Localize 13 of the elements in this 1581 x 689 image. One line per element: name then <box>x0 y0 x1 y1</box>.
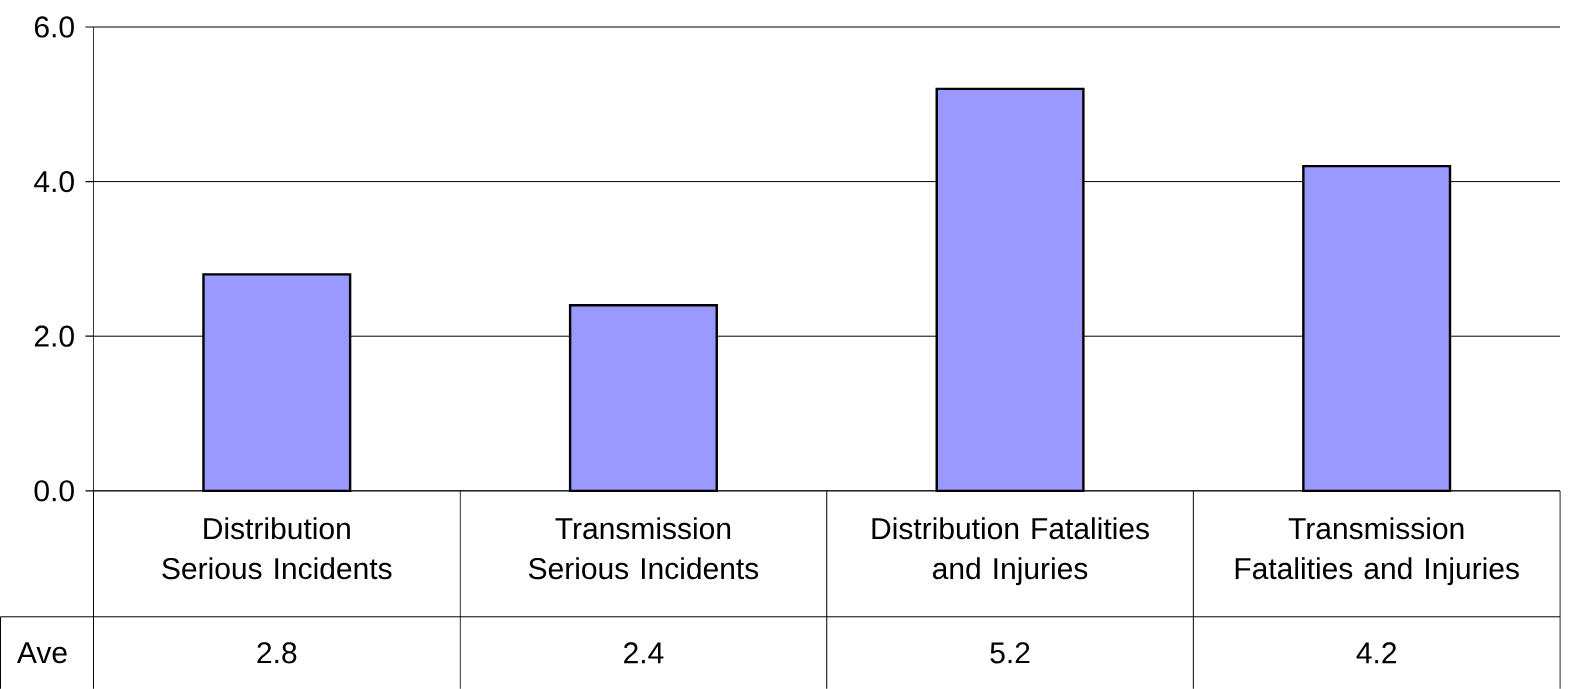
y-tick-label: 4.0 <box>34 170 74 193</box>
x-tick-label: Distribution Fatalities and Injuries <box>872 517 1149 586</box>
text: Ave <box>16 642 67 664</box>
y-tick-label: 6.0 <box>34 16 74 38</box>
y-tick-label: 2.0 <box>34 325 74 347</box>
x-tick-label: Distribution Serious Incidents <box>162 517 392 580</box>
data-label: 2.8 <box>257 642 297 664</box>
data-label: 2.4 <box>624 642 664 664</box>
x-tick-label: Transmission Serious Incidents <box>528 517 759 580</box>
data-label: 4.2 <box>1356 642 1397 664</box>
y-tick-label: 0.0 <box>34 480 74 502</box>
data-label: 5.2 <box>990 642 1030 664</box>
x-tick-label: Transmission Fatalities and Injuries <box>1235 517 1519 586</box>
